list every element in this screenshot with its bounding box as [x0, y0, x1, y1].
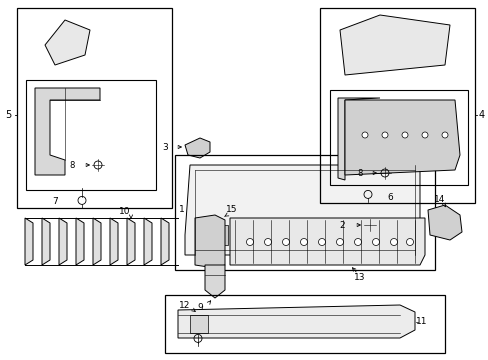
Bar: [17, 8, 172, 208]
Circle shape: [401, 132, 407, 138]
Polygon shape: [427, 205, 461, 240]
Polygon shape: [93, 218, 101, 265]
Text: 9: 9: [197, 303, 203, 312]
Circle shape: [406, 238, 413, 246]
Bar: [26, 80, 156, 190]
Polygon shape: [127, 218, 135, 265]
Bar: [319, 8, 474, 203]
Circle shape: [361, 132, 367, 138]
Bar: [200, 225, 227, 245]
Polygon shape: [25, 218, 33, 265]
Circle shape: [421, 132, 427, 138]
Polygon shape: [161, 218, 169, 265]
Text: 7: 7: [52, 198, 58, 207]
Polygon shape: [110, 218, 118, 265]
Text: 6: 6: [386, 193, 392, 202]
Circle shape: [372, 238, 379, 246]
Polygon shape: [35, 88, 100, 175]
Text: 10: 10: [119, 207, 130, 216]
Text: 3: 3: [162, 143, 167, 152]
Polygon shape: [184, 165, 419, 255]
Bar: [190, 315, 207, 333]
Bar: [164, 295, 444, 353]
Circle shape: [246, 238, 253, 246]
Text: 2: 2: [339, 220, 344, 230]
Circle shape: [282, 238, 289, 246]
Text: 11: 11: [415, 318, 427, 327]
Bar: [175, 155, 434, 270]
Circle shape: [441, 132, 447, 138]
Polygon shape: [45, 20, 90, 65]
Text: 12: 12: [179, 301, 190, 310]
Polygon shape: [339, 15, 449, 75]
Text: 1: 1: [179, 206, 184, 215]
Circle shape: [390, 238, 397, 246]
Circle shape: [381, 132, 387, 138]
Polygon shape: [143, 218, 152, 265]
Text: 8: 8: [357, 168, 362, 177]
Polygon shape: [76, 218, 84, 265]
Text: 8: 8: [69, 161, 75, 170]
Polygon shape: [345, 100, 459, 175]
Polygon shape: [337, 98, 379, 180]
Text: 14: 14: [433, 195, 445, 204]
Bar: [329, 90, 467, 185]
Circle shape: [300, 238, 307, 246]
Text: 15: 15: [226, 206, 237, 215]
Polygon shape: [42, 218, 50, 265]
Polygon shape: [59, 218, 67, 265]
Polygon shape: [204, 265, 224, 298]
Text: 4: 4: [478, 110, 484, 120]
Polygon shape: [195, 215, 224, 268]
Polygon shape: [229, 218, 424, 265]
Text: 13: 13: [353, 274, 365, 283]
Circle shape: [264, 238, 271, 246]
Polygon shape: [178, 305, 414, 338]
Circle shape: [354, 238, 361, 246]
Circle shape: [336, 238, 343, 246]
Text: 5: 5: [5, 110, 11, 120]
Circle shape: [318, 238, 325, 246]
Polygon shape: [184, 138, 209, 158]
